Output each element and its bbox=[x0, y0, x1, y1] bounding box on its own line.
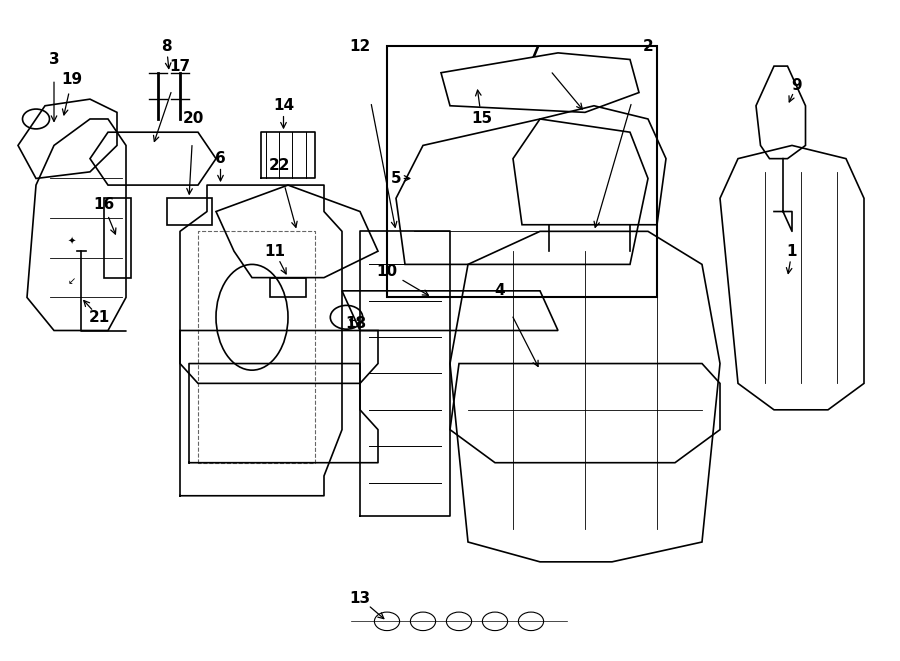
Text: 22: 22 bbox=[268, 158, 290, 173]
Text: 11: 11 bbox=[264, 244, 285, 258]
Text: ✦: ✦ bbox=[68, 237, 76, 247]
Text: 14: 14 bbox=[273, 98, 294, 113]
Text: 9: 9 bbox=[791, 79, 802, 93]
Text: 6: 6 bbox=[215, 151, 226, 166]
Text: ↙: ↙ bbox=[68, 276, 76, 286]
Text: 2: 2 bbox=[643, 39, 653, 54]
Text: 21: 21 bbox=[88, 310, 110, 325]
Bar bbox=[387, 46, 657, 297]
Text: 13: 13 bbox=[349, 591, 371, 605]
Text: 1: 1 bbox=[787, 244, 797, 258]
Text: 20: 20 bbox=[183, 112, 204, 126]
Text: 12: 12 bbox=[349, 39, 371, 54]
Bar bbox=[104, 198, 130, 278]
Bar bbox=[270, 278, 306, 297]
Text: 19: 19 bbox=[61, 72, 83, 87]
Text: 10: 10 bbox=[376, 264, 398, 278]
Text: 5: 5 bbox=[391, 171, 401, 186]
Text: 4: 4 bbox=[494, 284, 505, 298]
Text: 16: 16 bbox=[93, 198, 114, 212]
Text: 15: 15 bbox=[471, 112, 492, 126]
Text: 7: 7 bbox=[530, 46, 541, 60]
Text: 3: 3 bbox=[49, 52, 59, 67]
Text: 17: 17 bbox=[169, 59, 191, 73]
Bar bbox=[166, 198, 212, 225]
Text: 18: 18 bbox=[345, 317, 366, 331]
Text: 8: 8 bbox=[161, 39, 172, 54]
